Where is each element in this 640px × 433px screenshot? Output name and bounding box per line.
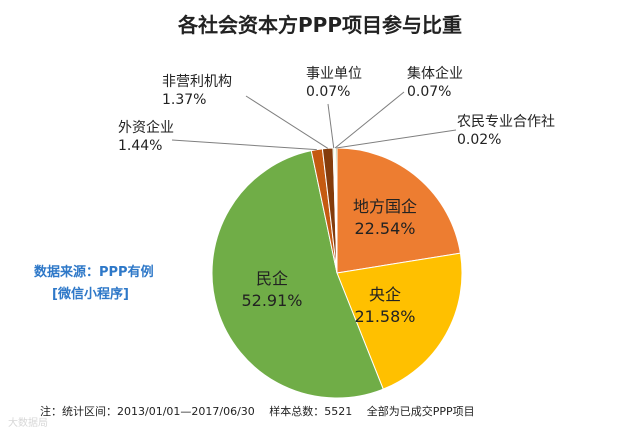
slice-6-label: 事业单位	[306, 66, 362, 82]
slice-5-value: 1.37%	[162, 92, 206, 108]
slice-3-value: 52.91%	[241, 291, 302, 310]
slice-7-leader-line	[334, 91, 405, 149]
slice-8-leader-line	[336, 129, 457, 149]
slice-7-label: 集体企业	[407, 65, 463, 82]
slice-6-leader-line	[327, 103, 335, 149]
pie-slices	[211, 147, 463, 399]
source-line-1: 数据来源：PPP有例	[34, 264, 154, 280]
slice-3-label: 民企	[256, 269, 288, 288]
slice-2-label: 央企	[369, 285, 401, 304]
slice-7-value: 0.07%	[407, 84, 451, 100]
chart-title: 各社会资本方PPP项目参与比重	[177, 13, 462, 37]
slice-6-value: 0.07%	[306, 84, 350, 100]
leader-lines	[171, 91, 457, 151]
slice-8-label: 农民专业合作社	[457, 114, 555, 130]
slice-4-value: 1.44%	[118, 138, 162, 154]
slice-4-label: 外资企业	[118, 119, 174, 136]
source-line-2: [微信小程序]	[52, 286, 129, 302]
slice-2-wedge	[336, 252, 463, 390]
slice-5-label: 非营利机构	[162, 74, 232, 90]
slice-1-wedge	[336, 147, 461, 274]
slice-labels: 地方国企 22.54% 央企 21.58% 民企 52.91% 外资企业 1.44% 非营利机构…	[118, 65, 555, 326]
slice-2-value: 21.58%	[354, 307, 415, 326]
footnote: 注：统计区间：2013/01/01—2017/06/30 样本总数：5521 全…	[40, 404, 475, 418]
slice-1-label: 地方国企	[353, 197, 417, 216]
slice-3-wedge	[211, 150, 384, 399]
slice-1-value: 22.54%	[354, 219, 415, 238]
slice-5-leader-line	[245, 95, 329, 149]
slice-4-leader-line	[171, 139, 317, 151]
slice-8-value: 0.02%	[457, 132, 501, 148]
watermark: 大数据局	[8, 416, 48, 429]
